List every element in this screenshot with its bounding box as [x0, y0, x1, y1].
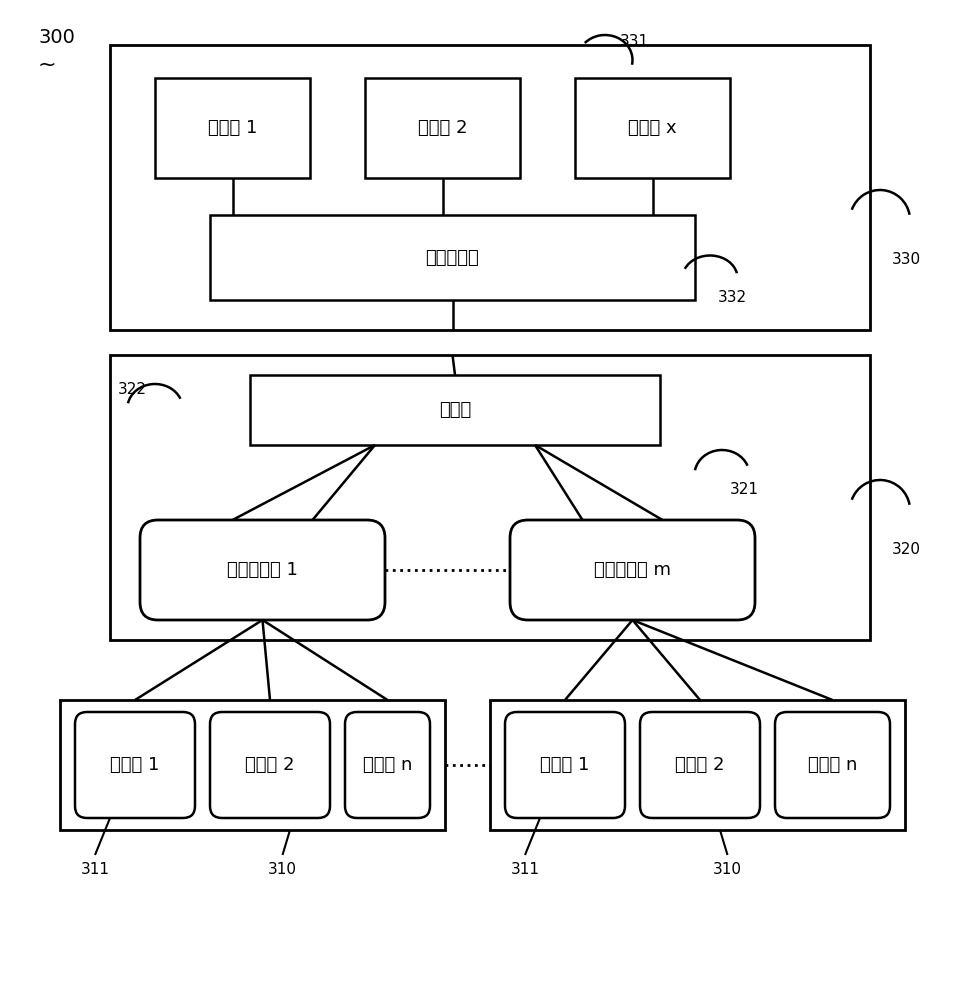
Bar — [110, 355, 870, 640]
Bar — [490, 700, 905, 830]
Text: 330: 330 — [892, 252, 921, 267]
Text: 客户端 1: 客户端 1 — [208, 119, 257, 137]
Text: 321: 321 — [730, 483, 759, 497]
Text: 322: 322 — [118, 382, 147, 397]
Text: 运营商基站 1: 运营商基站 1 — [227, 561, 298, 579]
Bar — [155, 78, 310, 178]
Text: 300: 300 — [38, 28, 75, 47]
Text: 客户端 2: 客户端 2 — [417, 119, 467, 137]
Text: 310: 310 — [268, 862, 297, 878]
Text: 检测车 1: 检测车 1 — [540, 756, 590, 774]
Text: 客户端 x: 客户端 x — [628, 119, 677, 137]
Text: 331: 331 — [620, 34, 649, 49]
FancyBboxPatch shape — [210, 712, 330, 818]
FancyBboxPatch shape — [640, 712, 760, 818]
Bar — [365, 78, 520, 178]
Text: 检测车 2: 检测车 2 — [246, 756, 294, 774]
FancyBboxPatch shape — [510, 520, 755, 620]
FancyBboxPatch shape — [775, 712, 890, 818]
FancyBboxPatch shape — [75, 712, 195, 818]
Text: 320: 320 — [892, 542, 921, 558]
Bar — [210, 215, 695, 300]
Text: 311: 311 — [511, 862, 539, 878]
Text: ~: ~ — [38, 55, 57, 75]
Text: 运营商基站 m: 运营商基站 m — [594, 561, 671, 579]
Text: 310: 310 — [713, 862, 742, 878]
Text: 检测车 n: 检测车 n — [808, 756, 857, 774]
Text: 检测车 2: 检测车 2 — [676, 756, 724, 774]
Bar — [110, 45, 870, 330]
Text: 服务器终端: 服务器终端 — [426, 248, 480, 266]
FancyBboxPatch shape — [345, 712, 430, 818]
Text: 检测车 1: 检测车 1 — [110, 756, 160, 774]
Text: 332: 332 — [718, 290, 747, 306]
Text: 检测车 n: 检测车 n — [363, 756, 412, 774]
Bar — [250, 375, 660, 445]
Text: 311: 311 — [81, 862, 109, 878]
FancyBboxPatch shape — [140, 520, 385, 620]
FancyBboxPatch shape — [505, 712, 625, 818]
Text: 互联网: 互联网 — [439, 401, 471, 419]
Bar — [60, 700, 445, 830]
Bar — [575, 78, 730, 178]
